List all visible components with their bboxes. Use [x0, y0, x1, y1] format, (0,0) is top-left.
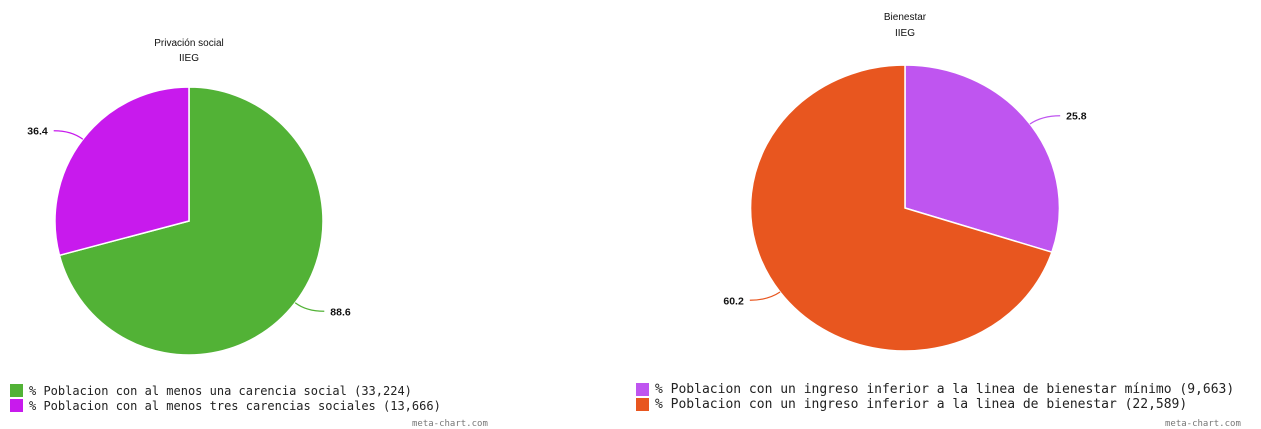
data-label: 36.4 — [27, 126, 48, 138]
legend-swatch — [636, 398, 649, 411]
legend-label: % Poblacion con al menos una carencia so… — [29, 383, 412, 398]
chart-legend: % Poblacion con al menos una carencia so… — [10, 383, 441, 413]
legend-item: % Poblacion con al menos una carencia so… — [10, 383, 441, 398]
leader-line — [294, 302, 325, 312]
chart-title: Privación social — [154, 38, 223, 49]
pie-slice — [904, 64, 1061, 254]
data-label: 25.8 — [1066, 111, 1087, 123]
chart-subtitle: IIEG — [895, 28, 915, 39]
data-label: 88.6 — [330, 306, 351, 318]
chart-privacion-social: Privación social IIEG 88.6 36.4 % Poblaci… — [0, 0, 600, 429]
leader-line — [749, 291, 781, 301]
legend-item: % Poblacion con un ingreso inferior a la… — [636, 382, 1234, 397]
credit-text: meta-chart.com — [412, 419, 488, 429]
leader-line — [53, 130, 84, 140]
pie-slice — [54, 86, 190, 257]
leader-line — [1029, 115, 1061, 125]
legend-item: % Poblacion con al menos tres carencias … — [10, 398, 441, 413]
legend-label: % Poblacion con un ingreso inferior a la… — [655, 382, 1235, 397]
legend-swatch — [10, 399, 23, 412]
chart-legend: % Poblacion con un ingreso inferior a la… — [636, 382, 1234, 412]
chart-title: Bienestar — [884, 12, 927, 23]
legend-label: % Poblacion con al menos tres carencias … — [29, 398, 441, 413]
data-label: 60.2 — [723, 295, 744, 307]
legend-swatch — [10, 384, 23, 397]
legend-label: % Poblacion con un ingreso inferior a la… — [655, 397, 1188, 412]
chart-bienestar: Bienestar IIEG 25.8 60.2 % Poblacion con … — [610, 0, 1261, 429]
pie-chart-privacion-social: Privación social IIEG 88.6 36.4 — [27, 38, 351, 356]
pie-chart-bienestar: Bienestar IIEG 25.8 60.2 — [723, 12, 1087, 352]
legend-swatch — [636, 383, 649, 396]
chart-subtitle: IIEG — [179, 53, 199, 64]
credit-text: meta-chart.com — [1165, 419, 1241, 429]
legend-item: % Poblacion con un ingreso inferior a la… — [636, 397, 1234, 412]
